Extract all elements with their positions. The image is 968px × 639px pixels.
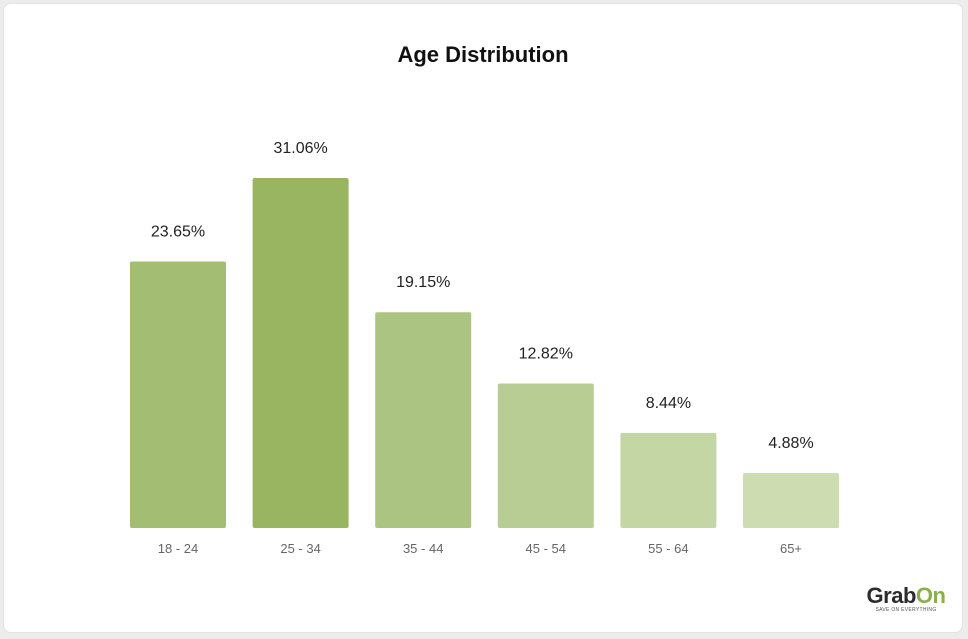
grabon-logo: GrabOn SAVE ON EVERYTHING [864, 585, 948, 614]
logo-wordmark: GrabOn [864, 585, 948, 607]
logo-word-main: Grab [866, 583, 917, 608]
bar-4 [620, 432, 717, 528]
logo-word-accent: On [915, 583, 946, 608]
x-tick-label-1: 25 - 34 [280, 541, 320, 556]
bar-0 [130, 261, 226, 528]
chart-title: Age Distribution [397, 42, 569, 67]
x-tick-label-2: 35 - 44 [403, 541, 443, 556]
bar-5 [743, 473, 839, 528]
bar-3 [497, 383, 594, 528]
x-tick-label-3: 45 - 54 [526, 541, 566, 556]
x-tick-label-4: 55 - 64 [648, 541, 688, 556]
bar-value-label-1: 31.06% [273, 140, 327, 157]
bar-1 [252, 178, 349, 528]
x-tick-label-0: 18 - 24 [158, 541, 198, 556]
logo-tagline: SAVE ON EVERYTHING [875, 607, 937, 613]
bar-value-label-2: 19.15% [396, 274, 450, 291]
bar-2 [375, 312, 472, 528]
bar-value-label-4: 8.44% [646, 395, 691, 412]
bar-value-label-0: 23.65% [151, 224, 205, 241]
bar-value-label-3: 12.82% [519, 346, 573, 363]
bar-value-label-5: 4.88% [768, 435, 813, 452]
x-tick-label-5: 65+ [780, 541, 802, 556]
